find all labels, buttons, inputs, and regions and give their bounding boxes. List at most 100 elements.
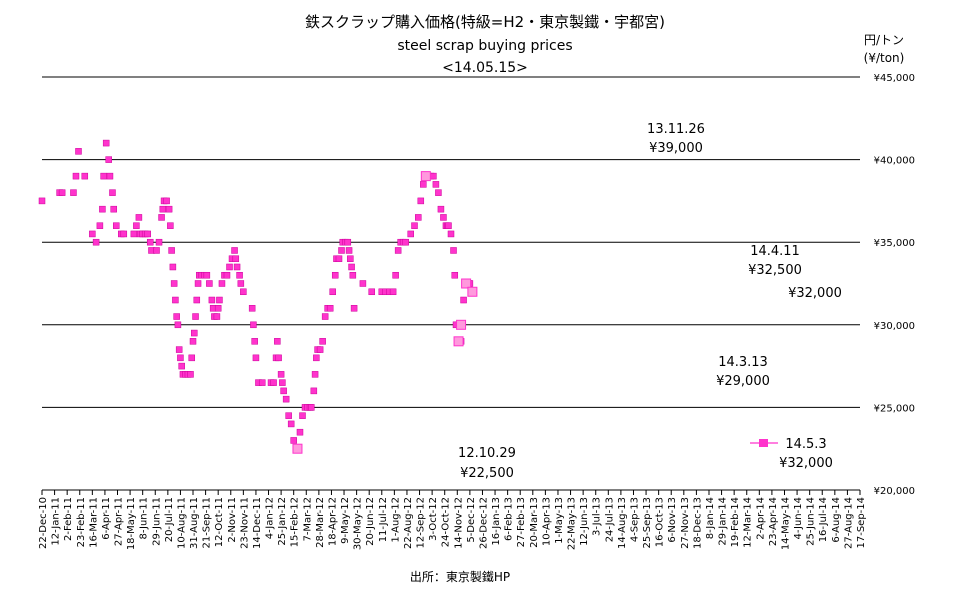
y-axis-unit-jp: 円/トン <box>864 33 904 47</box>
data-point <box>250 321 257 329</box>
data-point <box>316 346 324 353</box>
data-point <box>329 288 336 296</box>
source-note: 出所：東京製鐵HP <box>410 569 510 584</box>
data-point <box>81 172 89 180</box>
x-tick-label: 12-Oct-11 <box>214 497 225 547</box>
legend-marker <box>759 439 768 447</box>
data-point <box>163 197 170 205</box>
data-point <box>402 238 409 246</box>
data-point <box>100 172 107 180</box>
data-point <box>350 305 358 312</box>
data-point <box>75 148 82 155</box>
annotation-apr-value: ¥32,500 <box>748 263 802 278</box>
data-point <box>102 139 110 147</box>
y-axis-tick-labels: ¥20,000 ¥25,000 ¥30,000 ¥35,000 ¥40,000 ¥45,0… <box>874 73 915 497</box>
data-point <box>178 362 185 370</box>
legend-value: ¥32,000 <box>779 456 833 471</box>
x-tick-label: 5-Dec-12 <box>466 497 477 543</box>
grid-lines <box>42 76 860 491</box>
x-tick-label: 18-Dec-13 <box>692 497 703 549</box>
data-point <box>331 271 339 279</box>
data-point <box>296 428 304 436</box>
data-point <box>144 230 151 238</box>
data-point <box>310 387 318 395</box>
data-point <box>158 214 165 221</box>
x-tick-label: 18-Apr-12 <box>327 497 338 546</box>
data-point <box>58 189 66 196</box>
data-point <box>72 172 80 180</box>
data-point <box>282 395 290 403</box>
data-point <box>349 271 357 279</box>
x-tick-label: 1-Aug-12 <box>390 497 401 543</box>
x-tick-label: 21-Sep-11 <box>202 497 213 549</box>
x-tick-label: 2-Feb-11 <box>63 497 74 541</box>
data-point <box>389 288 397 296</box>
x-tick-label: 24-Oct-12 <box>441 497 452 547</box>
x-tick-label: 25-Jan-12 <box>277 497 288 546</box>
x-tick-label: 10-Aug-11 <box>176 497 187 549</box>
x-tick-label: 20-Jul-11 <box>164 497 175 542</box>
data-point <box>192 313 199 320</box>
data-point <box>189 338 197 345</box>
data-point <box>392 271 399 279</box>
data-point <box>237 280 245 287</box>
data-point <box>96 222 104 229</box>
legend-date: 14.5.3 <box>785 437 826 452</box>
data-point <box>223 271 231 279</box>
x-tick-label: 12-Jan-11 <box>51 497 62 546</box>
data-point <box>319 338 326 345</box>
annotation-mar-date: 14.3.13 <box>718 355 768 370</box>
data-point <box>208 296 216 304</box>
x-tick-label: 1-May-13 <box>554 497 565 544</box>
data-point <box>231 247 238 254</box>
x-tick-label: 14-May-14 <box>780 497 791 550</box>
data-point <box>105 156 112 163</box>
chart-title: 鉄スクラップ購入価格(特級=H2・東京製鐵・宇都宮) <box>305 13 665 31</box>
annotation-low-date: 12.10.29 <box>458 446 516 461</box>
data-point <box>290 437 297 444</box>
annotation-mar-value: ¥29,000 <box>716 374 770 389</box>
data-point <box>218 280 226 287</box>
data-point <box>313 354 320 362</box>
x-tick-label: 27-Apr-11 <box>114 497 125 546</box>
x-tick-label: 16-Oct-13 <box>655 497 666 547</box>
x-tick-label: 6-Feb-13 <box>504 497 515 541</box>
data-point <box>445 222 452 229</box>
data-point <box>308 404 315 411</box>
data-point <box>447 230 455 238</box>
x-tick-label: 23-Nov-11 <box>239 497 250 549</box>
data-point <box>110 205 117 213</box>
data-point <box>279 379 286 386</box>
x-tick-label: 2-Apr-14 <box>755 497 766 540</box>
data-point <box>206 280 213 287</box>
x-tick-label: 3-Oct-12 <box>428 497 439 541</box>
data-point <box>216 296 223 304</box>
x-tick-label: 17-Sep-14 <box>856 497 867 549</box>
data-point <box>213 313 221 320</box>
data-point <box>344 238 352 246</box>
x-tick-label: 20-Jun-12 <box>365 497 376 546</box>
x-tick-label: 12-Sep-12 <box>416 497 427 549</box>
x-tick-label: 18-May-11 <box>126 497 137 550</box>
data-point <box>168 247 175 254</box>
highlight-point <box>456 319 467 330</box>
data-point <box>432 181 440 188</box>
data-point <box>193 296 201 304</box>
x-tick-label: 10-Apr-13 <box>541 497 552 546</box>
x-tick-label: 28-Mar-12 <box>315 497 326 548</box>
x-tick-label: 4-Sep-13 <box>629 497 640 542</box>
data-point <box>415 214 422 221</box>
data-point <box>89 230 96 238</box>
data-point <box>248 305 256 312</box>
data-point <box>411 222 418 229</box>
data-point <box>174 321 182 329</box>
x-tick-label: 11-Jul-12 <box>378 497 389 542</box>
x-tick-label: 14-Dec-11 <box>252 497 263 549</box>
x-tick-label: 25-Sep-13 <box>642 497 653 549</box>
data-point <box>285 412 292 419</box>
data-point <box>155 238 163 246</box>
data-point <box>417 197 425 205</box>
data-point <box>130 230 138 238</box>
annotation-low-value: ¥22,500 <box>460 466 514 481</box>
